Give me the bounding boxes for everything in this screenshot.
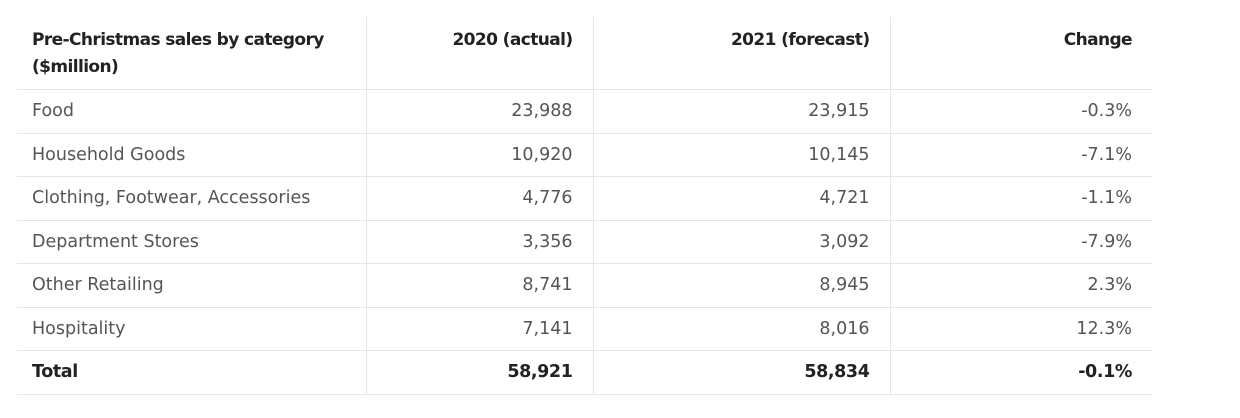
table-total-row: Total 58,921 58,834 -0.1%: [17, 350, 1152, 395]
sales-table: Pre-Christmas sales by category ($millio…: [17, 17, 1152, 395]
sales-table-container: Pre-Christmas sales by category ($millio…: [17, 17, 1152, 395]
table-row: Household Goods 10,920 10,145 -7.1%: [17, 133, 1152, 177]
total-change: -0.1%: [890, 350, 1152, 395]
row-2021: 23,915: [593, 89, 891, 134]
row-category: Hospitality: [17, 307, 367, 351]
row-2020: 10,920: [366, 133, 594, 177]
row-category: Other Retailing: [17, 263, 367, 308]
row-change: -7.9%: [890, 220, 1152, 264]
row-2021: 10,145: [593, 133, 891, 177]
table-row: Hospitality 7,141 8,016 12.3%: [17, 307, 1152, 351]
row-category: Household Goods: [17, 133, 367, 177]
row-category: Clothing, Footwear, Accessories: [17, 176, 367, 221]
row-change: -7.1%: [890, 133, 1152, 177]
row-change: 2.3%: [890, 263, 1152, 308]
row-2020: 4,776: [366, 176, 594, 221]
table-row: Other Retailing 8,741 8,945 2.3%: [17, 263, 1152, 308]
row-change: -1.1%: [890, 176, 1152, 221]
row-2021: 8,945: [593, 263, 891, 308]
row-2021: 4,721: [593, 176, 891, 221]
row-2020: 8,741: [366, 263, 594, 308]
table-row: Clothing, Footwear, Accessories 4,776 4,…: [17, 176, 1152, 221]
row-2021: 8,016: [593, 307, 891, 351]
row-category: Department Stores: [17, 220, 367, 264]
table-row: Department Stores 3,356 3,092 -7.9%: [17, 220, 1152, 264]
table-header-row: Pre-Christmas sales by category ($millio…: [17, 17, 1152, 90]
row-change: 12.3%: [890, 307, 1152, 351]
header-category: Pre-Christmas sales by category ($millio…: [17, 17, 367, 90]
header-2021: 2021 (forecast): [593, 17, 891, 90]
row-2020: 23,988: [366, 89, 594, 134]
total-2020: 58,921: [366, 350, 594, 395]
total-2021: 58,834: [593, 350, 891, 395]
header-2020: 2020 (actual): [366, 17, 594, 90]
row-2020: 3,356: [366, 220, 594, 264]
row-2020: 7,141: [366, 307, 594, 351]
header-change: Change: [890, 17, 1152, 90]
row-change: -0.3%: [890, 89, 1152, 134]
row-2021: 3,092: [593, 220, 891, 264]
row-category: Food: [17, 89, 367, 134]
total-label: Total: [17, 350, 367, 395]
table-row: Food 23,988 23,915 -0.3%: [17, 89, 1152, 134]
